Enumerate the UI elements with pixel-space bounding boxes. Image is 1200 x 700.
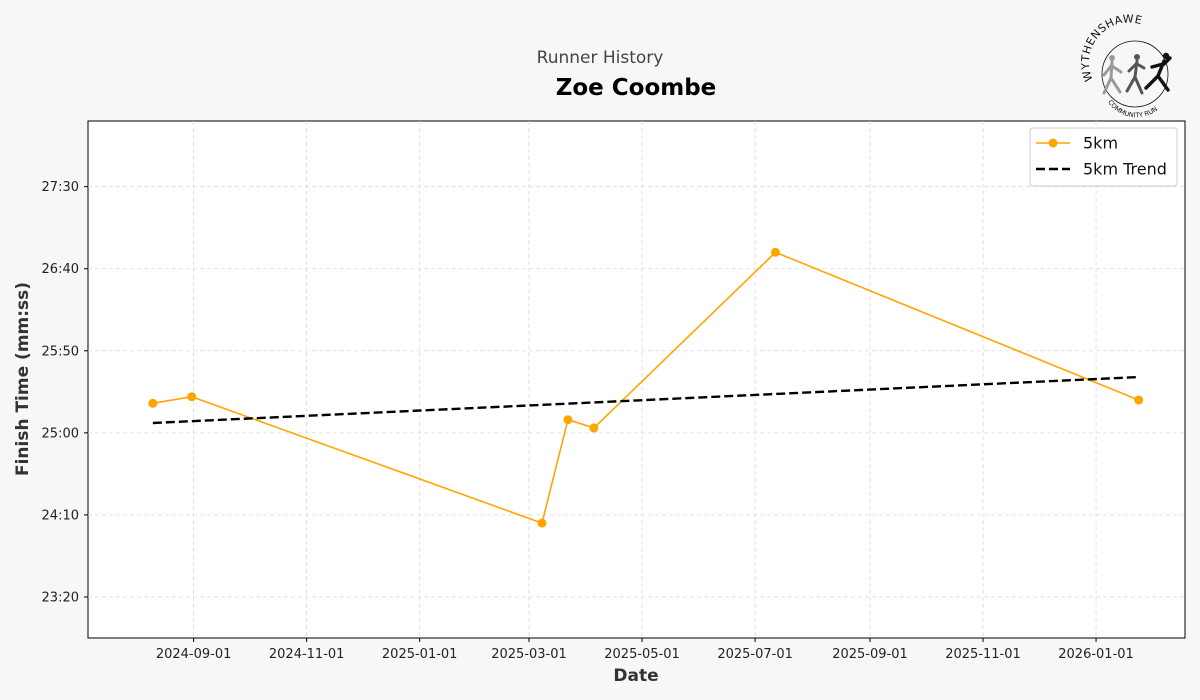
data-point	[770, 247, 780, 257]
x-axis-label: Date	[613, 666, 658, 686]
logo-bottom-text: COMMUNITY RUN	[1106, 98, 1159, 119]
series	[148, 247, 1144, 528]
y-tick-label: 23:20	[42, 590, 79, 605]
data-point	[1134, 395, 1144, 405]
club-logo: WYTHENSHAWE COMMUNITY RUN	[1079, 12, 1172, 119]
y-tick-label: 24:10	[42, 508, 79, 523]
series-line	[152, 375, 1139, 425]
x-tick-label: 2025-01-01	[382, 647, 458, 662]
x-tick-label: 2025-09-01	[832, 647, 908, 662]
x-axis-ticks: 2024-09-01 2024-11-01 2025-01-01 2025-03-01…	[156, 638, 1134, 662]
data-point	[148, 398, 158, 408]
data-point	[589, 423, 599, 433]
legend: 5km 5km Trend	[1029, 127, 1178, 187]
x-tick-label: 2025-05-01	[604, 647, 680, 662]
legend-label: 5km	[1083, 134, 1118, 153]
y-tick-label: 25:00	[42, 426, 79, 441]
data-point	[187, 392, 197, 402]
x-tick-label: 2024-11-01	[269, 647, 345, 662]
legend-label: 5km Trend	[1083, 160, 1167, 179]
x-tick-label: 2026-01-01	[1058, 647, 1134, 662]
y-tick-label: 27:30	[42, 180, 79, 195]
legend-marker	[1048, 138, 1058, 148]
grid	[88, 121, 1185, 638]
y-tick-label: 26:40	[42, 262, 79, 277]
chart-subtitle: Runner History	[537, 48, 664, 68]
chart-title: Zoe Coombe	[556, 75, 717, 101]
data-point	[563, 415, 573, 425]
x-tick-label: 2025-03-01	[491, 647, 567, 662]
data-point	[537, 518, 547, 528]
x-tick-label: 2025-11-01	[945, 647, 1021, 662]
y-axis-label: Finish Time (mm:ss)	[13, 282, 33, 476]
running-figures-icon	[1102, 52, 1172, 95]
x-tick-label: 2025-07-01	[717, 647, 793, 662]
y-tick-label: 25:50	[42, 344, 79, 359]
plot-area	[87, 120, 1186, 639]
x-tick-label: 2024-09-01	[156, 647, 232, 662]
y-axis-ticks: 23:20 24:10 25:00 25:50 26:40 27:30	[42, 180, 88, 605]
